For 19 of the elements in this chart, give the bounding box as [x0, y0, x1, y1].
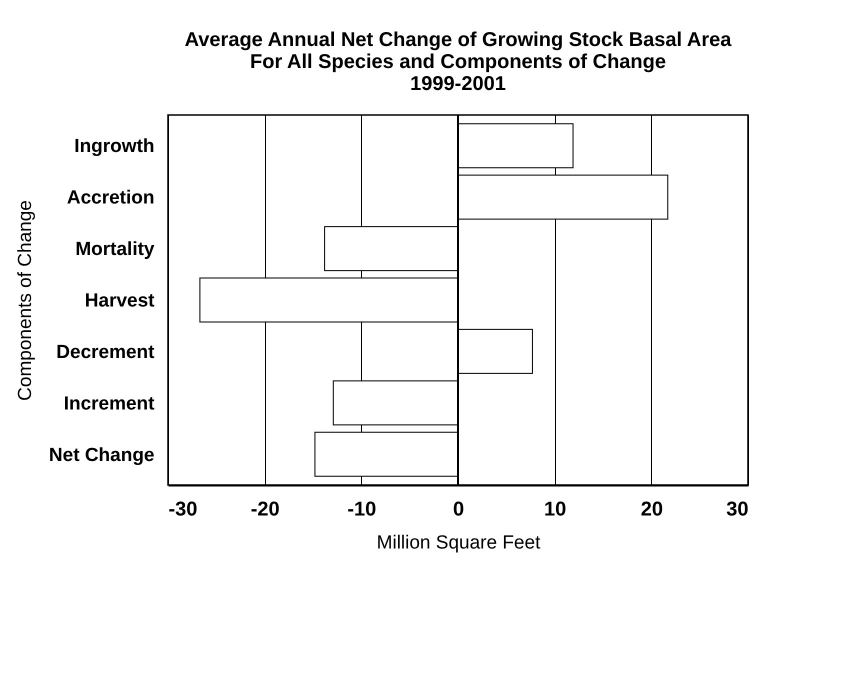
- x-tick-label: 30: [726, 498, 748, 520]
- x-tick-label: -30: [168, 498, 198, 520]
- x-axis-title: Million Square Feet: [376, 532, 542, 554]
- y-tick-label: Increment: [64, 393, 156, 414]
- text: For All Species and Components of Change: [250, 51, 666, 73]
- x-tick-label: -20: [250, 498, 280, 520]
- y-tick-label: Decrement: [56, 342, 156, 363]
- y-tick-label: Harvest: [84, 290, 156, 312]
- y-tick-label: Ingrowth: [74, 136, 154, 158]
- y-axis-title: Components of Change: [14, 200, 36, 401]
- x-tick-label: 10: [544, 498, 566, 520]
- y-tick-label: Accretion: [66, 188, 154, 209]
- y-tick-label: Mortality: [75, 239, 155, 260]
- y-tick-label: Net Change: [48, 444, 154, 466]
- text: 1999-2001: [410, 73, 506, 95]
- x-tick-label: -10: [347, 498, 376, 520]
- x-tick-label: 0: [452, 498, 464, 520]
- text: Average Annual Net Change of Growing Stock Basal Area: [184, 29, 732, 51]
- x-tick-label: 20: [640, 498, 663, 520]
